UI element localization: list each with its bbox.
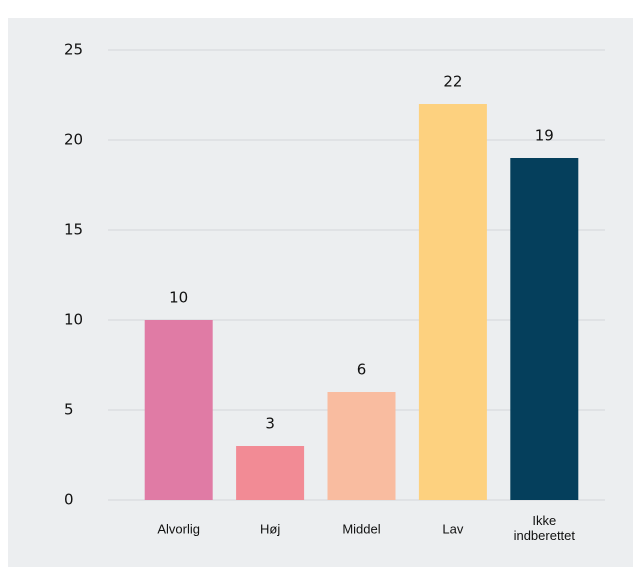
value-label: 6 bbox=[357, 361, 367, 379]
x-tick-label: Lav bbox=[442, 521, 463, 536]
y-tick-label: 5 bbox=[64, 401, 74, 419]
x-tick-label: Høj bbox=[260, 521, 280, 536]
y-tick-label: 15 bbox=[64, 221, 83, 239]
x-tick-label: Ikke indberettet bbox=[514, 513, 576, 543]
x-tick-label: Alvorlig bbox=[157, 521, 200, 536]
bar bbox=[418, 104, 487, 500]
bar bbox=[144, 320, 213, 500]
y-tick-label: 10 bbox=[64, 311, 83, 329]
value-label: 22 bbox=[443, 73, 462, 91]
value-label: 3 bbox=[265, 415, 275, 433]
value-label: 19 bbox=[535, 127, 554, 145]
bar bbox=[236, 446, 305, 500]
bar bbox=[327, 392, 396, 500]
bar bbox=[510, 158, 579, 500]
y-tick-label: 0 bbox=[64, 491, 74, 509]
x-tick-label: Middel bbox=[342, 521, 380, 536]
value-label: 10 bbox=[169, 289, 188, 307]
y-tick-label: 25 bbox=[64, 41, 83, 59]
y-tick-label: 20 bbox=[64, 131, 83, 149]
